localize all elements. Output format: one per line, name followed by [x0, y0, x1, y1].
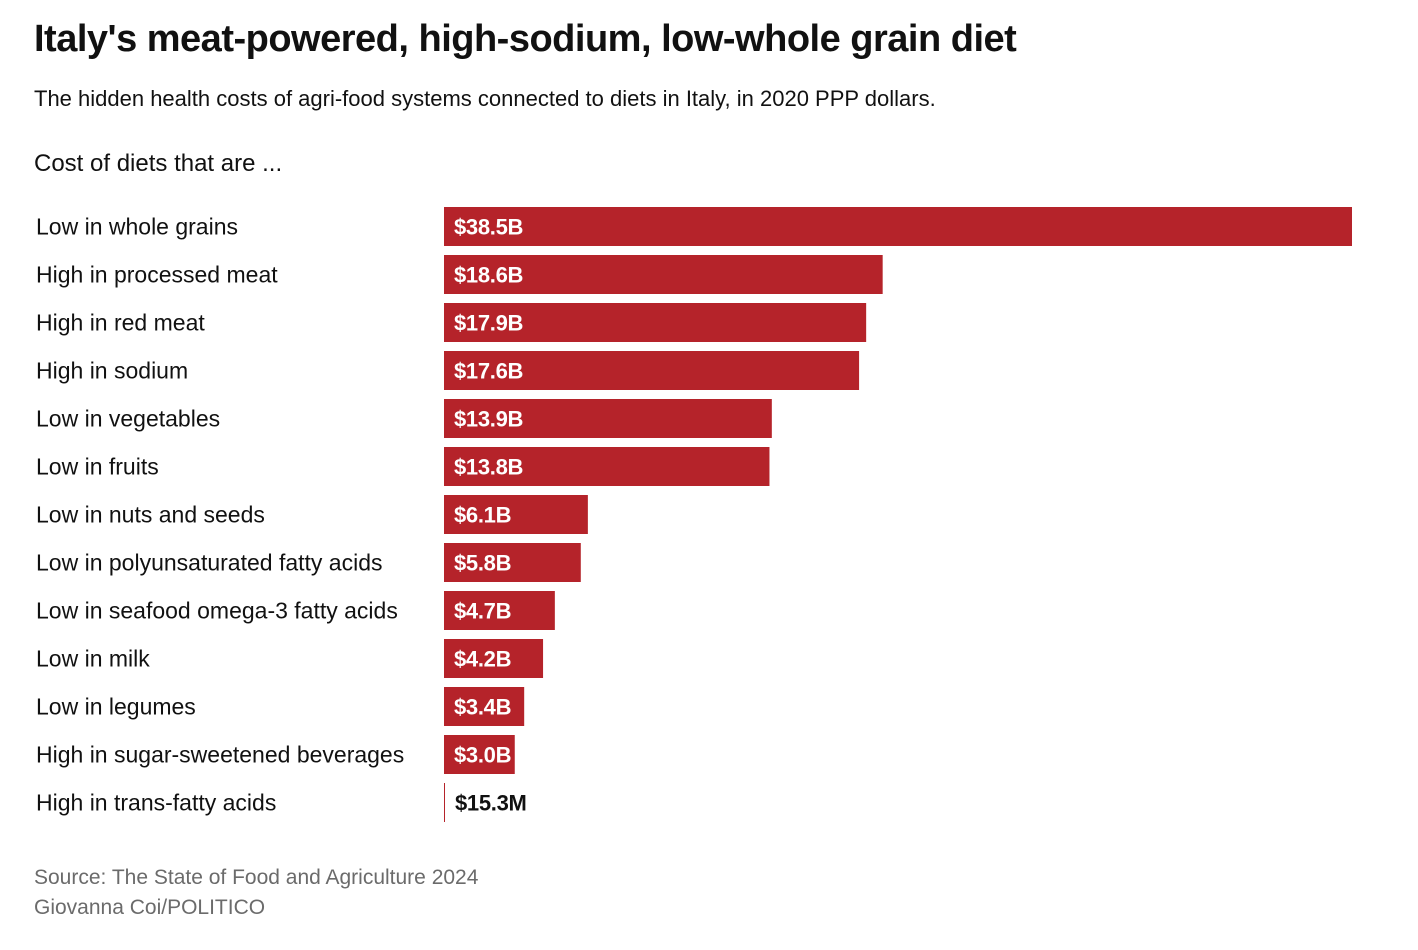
category-label: Low in vegetables — [36, 406, 220, 432]
value-label: $13.8B — [454, 455, 523, 480]
value-label: $4.7B — [454, 599, 511, 624]
bar-chart: Low in whole grains $38.5B High in process… — [36, 207, 1352, 822]
value-label: $17.9B — [454, 311, 523, 336]
category-label: Low in polyunsaturated fatty acids — [36, 550, 382, 576]
value-label: $13.9B — [454, 407, 523, 432]
bar — [444, 303, 867, 342]
chart-subtitle: The hidden health costs of agri-food sys… — [34, 86, 936, 111]
bar — [444, 543, 581, 582]
category-label: Low in nuts and seeds — [36, 502, 265, 528]
section-label: Cost of diets that are ... — [34, 150, 283, 177]
bar — [444, 687, 525, 726]
source-note: Source: The State of Food and Agricultur… — [34, 863, 478, 923]
category-label: High in sugar-sweetened beverages — [36, 742, 404, 768]
category-label: Low in fruits — [36, 454, 159, 480]
chart-title: Italy's meat-powered, high-sodium, low-w… — [34, 18, 1017, 60]
bar — [444, 207, 1352, 246]
category-label: High in processed meat — [36, 262, 278, 288]
category-label: Low in whole grains — [36, 214, 238, 240]
bar — [444, 495, 588, 534]
value-label: $18.6B — [454, 263, 523, 288]
category-label: Low in legumes — [36, 694, 196, 720]
value-label: $17.6B — [454, 359, 523, 384]
bar — [444, 783, 445, 822]
bar — [444, 447, 770, 486]
value-label: $15.3M — [455, 791, 527, 816]
category-label: Low in seafood omega-3 fatty acids — [36, 598, 398, 624]
bar — [444, 255, 883, 294]
category-label: High in sodium — [36, 358, 188, 384]
source-text: Source: The State of Food and Agricultur… — [34, 866, 479, 889]
category-label: High in red meat — [36, 310, 205, 336]
value-label: $6.1B — [454, 503, 511, 528]
credit-text: Giovanna Coi/POLITICO — [34, 896, 266, 919]
bar — [444, 399, 772, 438]
value-label: $3.0B — [454, 743, 511, 768]
bar — [444, 735, 515, 774]
value-label: $3.4B — [454, 695, 511, 720]
category-label: Low in milk — [36, 646, 150, 672]
category-label: High in trans-fatty acids — [36, 790, 276, 816]
bar — [444, 351, 860, 390]
value-label: $4.2B — [454, 647, 511, 672]
value-label: $38.5B — [454, 215, 523, 240]
bar — [444, 639, 544, 678]
bar — [444, 591, 555, 630]
value-label: $5.8B — [454, 551, 511, 576]
